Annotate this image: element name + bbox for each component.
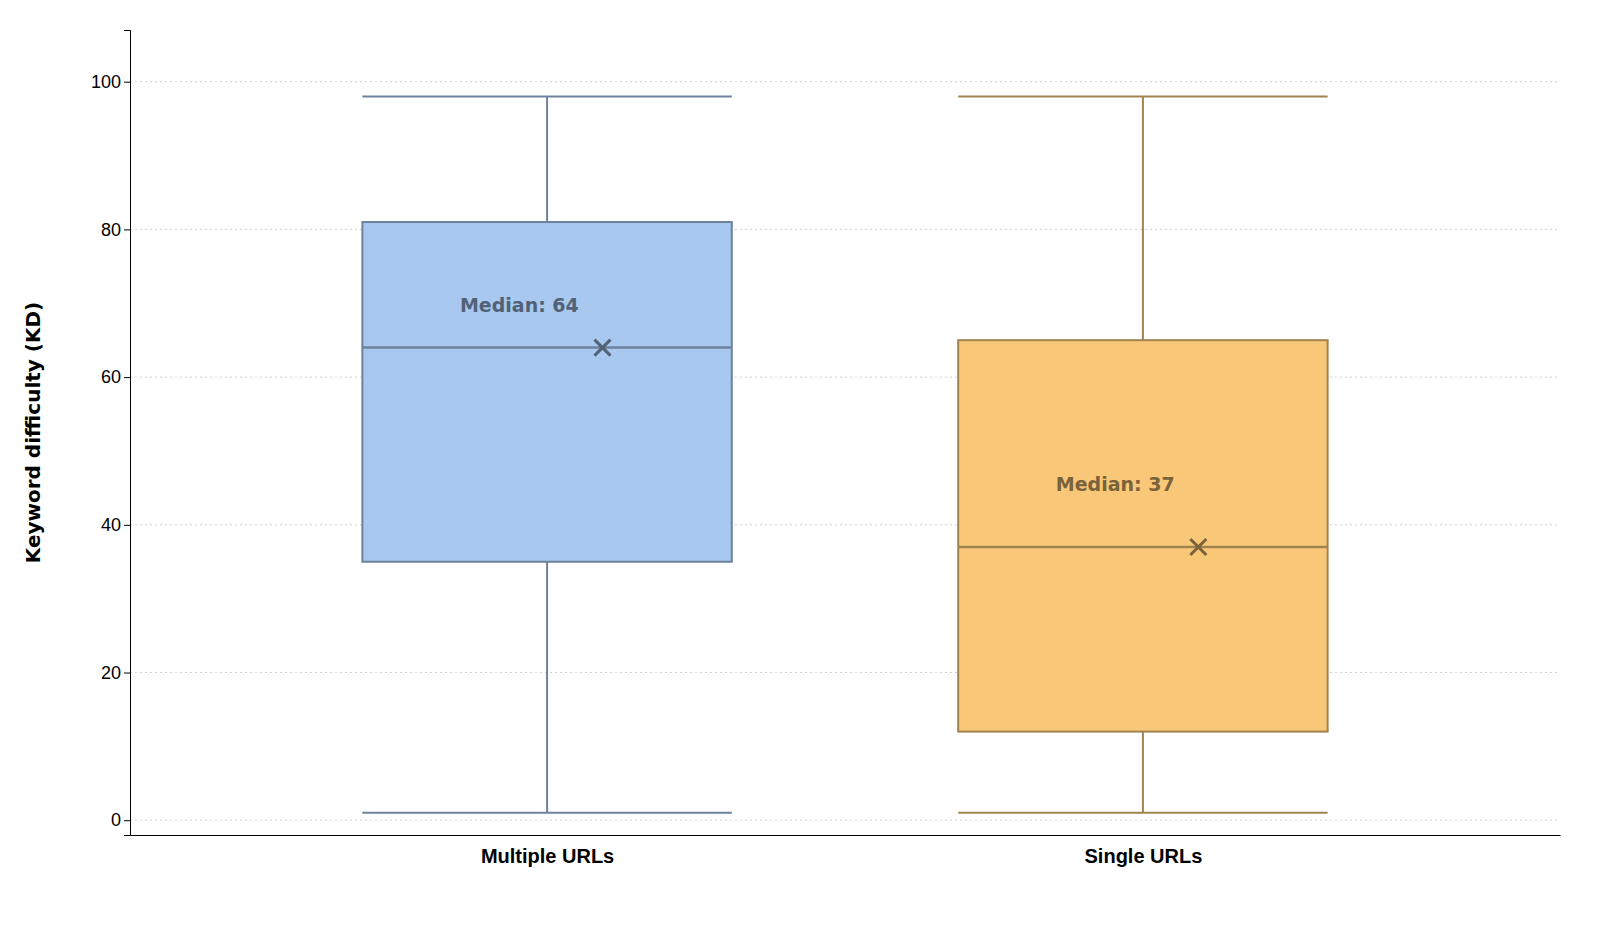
grid (130, 82, 1560, 821)
y-tick-mark (124, 525, 130, 526)
whisker-cap-low (958, 812, 1327, 814)
x-axis: Multiple URLs Single URLs (131, 835, 1561, 867)
y-tick-label: 60 (101, 367, 121, 387)
y-tick: 20 (101, 663, 130, 683)
y-tick-label: 80 (101, 220, 121, 240)
y-tick: 100 (91, 72, 130, 92)
grid-line (130, 820, 1560, 821)
median-label: Median: 37 (1056, 473, 1175, 495)
grid-line (130, 229, 1560, 230)
grid-line (130, 377, 1560, 378)
y-tick-label: 0 (111, 810, 121, 830)
whisker-cap-low (362, 812, 731, 814)
grid-line (130, 672, 1560, 673)
y-tick-label: 40 (101, 515, 121, 535)
y-tick-mark (124, 673, 130, 674)
y-tick-mark (124, 229, 130, 230)
box-group (958, 96, 1327, 812)
whisker-low (1142, 732, 1144, 813)
annotations: Median: 64 Median: 37 (460, 294, 1175, 495)
x-tick: Single URLs (1085, 835, 1203, 867)
y-tick: 80 (101, 220, 130, 240)
median-line (362, 346, 731, 349)
y-tick: 60 (101, 367, 130, 387)
box-group (362, 96, 731, 812)
chart-svg: 0 20 40 60 80 100 Multiple URLs Single URLs Medi… (0, 0, 1600, 925)
y-tick-label: 20 (101, 663, 121, 683)
median-line (958, 546, 1327, 549)
box (958, 340, 1327, 731)
y-tick-mark (124, 82, 130, 83)
grid-line (130, 81, 1560, 82)
y-axis-line (124, 31, 131, 836)
y-axis-title: Keyword difficulty (KD) (21, 302, 45, 563)
whisker-cap-high (362, 95, 731, 97)
x-axis-line (131, 835, 1561, 836)
y-tick-mark (124, 820, 130, 821)
boxes (362, 96, 1327, 812)
whisker-high (1142, 96, 1144, 340)
y-tick: 40 (101, 515, 130, 535)
x-tick: Multiple URLs (481, 835, 614, 867)
y-axis: 0 20 40 60 80 100 (91, 31, 131, 836)
grid-line (130, 524, 1560, 525)
whisker-cap-high (958, 95, 1327, 97)
y-tick: 0 (111, 810, 130, 830)
mean-marker (1190, 539, 1206, 555)
y-tick-label: 100 (91, 72, 121, 92)
median-label: Median: 64 (460, 294, 579, 316)
box (362, 222, 731, 562)
x-tick-label: Multiple URLs (481, 845, 614, 867)
y-tick-mark (124, 377, 130, 378)
chart-container: 0 20 40 60 80 100 Multiple URLs Single URLs Medi… (0, 0, 1600, 925)
plot-area: 0 20 40 60 80 100 Multiple URLs Single URLs Medi… (91, 31, 1561, 868)
mean-marker (594, 340, 610, 356)
whisker-high (546, 96, 548, 222)
whisker-low (546, 562, 548, 813)
x-tick-label: Single URLs (1085, 845, 1203, 867)
